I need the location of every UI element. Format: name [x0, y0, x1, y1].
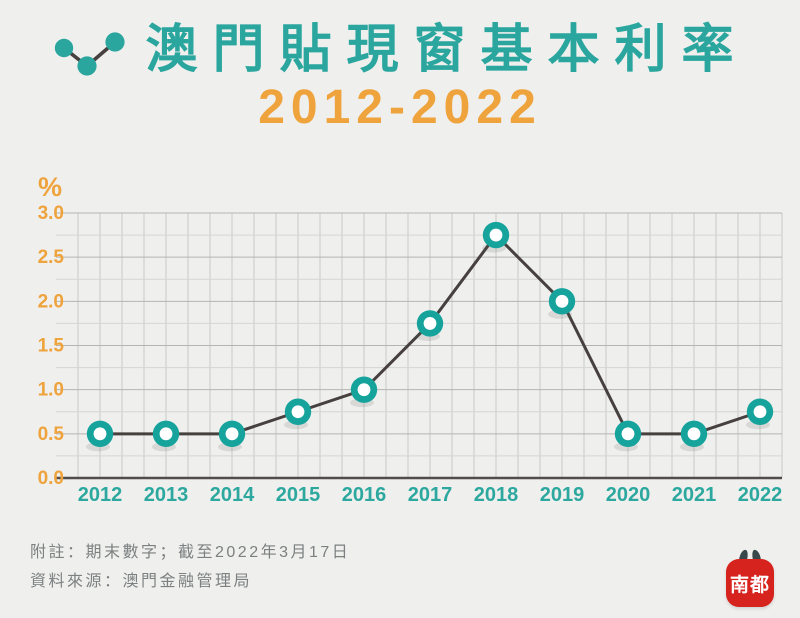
x-axis-label: 2015	[276, 484, 321, 506]
x-axis-label: 2012	[78, 484, 123, 506]
data-point-center	[753, 405, 767, 419]
data-point-center	[621, 427, 635, 441]
rate-line-chart: 0.00.51.01.52.02.53.0%2012 2013 2014 2015 20…	[38, 172, 783, 506]
footer-note: 附註：期末數字；截至2022年3月17日	[30, 544, 351, 561]
mascot-ears-icon	[739, 549, 761, 560]
x-axis-label: 2013	[144, 484, 189, 506]
data-point-center	[225, 427, 239, 441]
x-axis-label: 2019	[540, 484, 585, 506]
y-axis-unit-label: %	[38, 172, 62, 202]
logo-text: 南都	[729, 574, 770, 596]
footer-notes: 附註：期末數字；截至2022年3月17日 資料來源：澳門金融管理局	[30, 538, 350, 596]
page-title: 澳門貼現窗基本利率	[145, 21, 749, 80]
x-axis-label: 2021	[672, 484, 717, 506]
data-point-center	[555, 294, 569, 308]
y-axis-labels: 0.0 0.5 1.0 1.5 2.0 2.5 3.0	[38, 203, 65, 489]
data-point-center	[291, 405, 305, 419]
footer-source: 資料來源：澳門金融管理局	[30, 573, 253, 590]
header: 澳門貼現窗基本利率 2012-2022	[0, 0, 800, 160]
x-axis-labels: 2012 2013 2014 2015 2016 2017 2018 2019 2020 2021…	[78, 484, 783, 506]
page-subtitle: 2012-2022	[258, 81, 542, 134]
publisher-logo: 南都	[720, 548, 780, 610]
data-point-center	[159, 427, 173, 441]
x-axis-label: 2017	[408, 484, 453, 506]
data-point-center	[423, 317, 437, 330]
x-axis-label: 2014	[210, 484, 255, 506]
data-points	[86, 221, 774, 452]
y-axis-label: 0.0	[38, 468, 64, 489]
y-axis-label: 1.0	[38, 380, 64, 401]
y-axis-label: 1.5	[38, 336, 65, 357]
data-point-center	[357, 383, 371, 397]
x-axis-label: 2018	[474, 484, 519, 506]
y-axis-label: 2.5	[38, 247, 65, 268]
data-point-center	[687, 427, 701, 441]
x-axis-label: 2020	[606, 484, 651, 506]
x-axis-label: 2016	[342, 484, 387, 506]
y-axis-label: 0.5	[38, 424, 65, 445]
data-point-center	[93, 427, 107, 441]
line-chart-icon	[55, 32, 126, 76]
y-axis-label: 2.0	[38, 291, 64, 312]
logo-badge: 南都	[726, 559, 774, 607]
data-point-center	[489, 228, 503, 242]
grid	[56, 212, 783, 479]
x-axis-label: 2022	[738, 484, 783, 506]
y-axis-label: 3.0	[38, 203, 64, 224]
